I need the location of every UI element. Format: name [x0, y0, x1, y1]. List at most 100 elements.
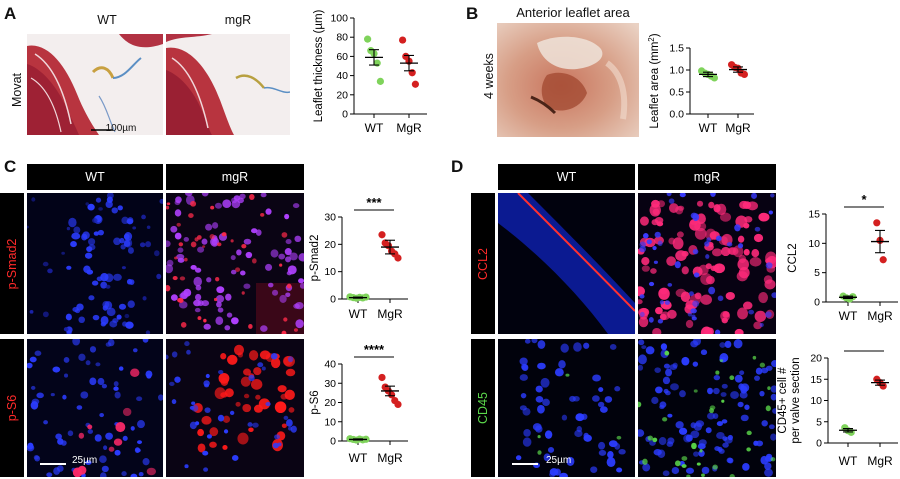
cell — [171, 399, 177, 405]
cell — [641, 345, 647, 350]
cell — [515, 455, 522, 461]
cell — [235, 401, 241, 407]
cell — [85, 460, 92, 465]
cell — [666, 441, 674, 447]
cell — [249, 350, 259, 361]
data-point — [364, 35, 372, 43]
cell — [202, 450, 209, 456]
cell — [569, 395, 576, 402]
cell — [573, 342, 582, 352]
cell — [283, 415, 289, 420]
cell — [519, 357, 528, 366]
cell — [726, 457, 733, 464]
cell — [225, 293, 232, 301]
cell — [278, 406, 285, 412]
cell — [667, 413, 673, 418]
cell — [220, 377, 229, 386]
cell — [681, 456, 688, 461]
cell — [655, 386, 663, 394]
cell — [230, 239, 234, 243]
cell — [535, 385, 543, 393]
cell — [708, 286, 716, 295]
cell — [130, 473, 138, 477]
data-point — [378, 231, 386, 239]
cell — [27, 444, 35, 452]
cell — [721, 419, 728, 424]
cell — [88, 295, 95, 301]
cell — [193, 299, 201, 307]
cell — [115, 421, 126, 433]
cell — [607, 450, 614, 459]
y-tick-label: 30 — [324, 378, 336, 390]
cell — [705, 427, 712, 434]
cell — [220, 353, 227, 360]
y-tick-label: 5 — [814, 267, 820, 279]
panel-c-label: C — [4, 157, 17, 176]
cell — [250, 379, 263, 390]
cell — [522, 437, 532, 447]
cell — [130, 368, 140, 377]
cell — [294, 301, 304, 310]
cell — [145, 330, 151, 334]
cell — [659, 401, 667, 408]
panel-b-label: B — [466, 4, 479, 23]
cell — [655, 306, 663, 315]
cell — [184, 341, 190, 347]
cell — [230, 317, 239, 325]
cell — [691, 314, 696, 319]
cell — [217, 414, 225, 422]
cell — [250, 228, 258, 234]
cell — [103, 445, 108, 450]
cell — [638, 354, 647, 365]
cell — [618, 448, 626, 455]
cell — [519, 374, 528, 381]
cell — [210, 205, 215, 210]
chart-cd45: 0 5 10 15 20 WT MgR CD45+ cell # per valve secti… — [777, 346, 898, 468]
cell — [701, 473, 705, 477]
cell — [97, 377, 105, 386]
cell — [761, 420, 768, 427]
cell — [240, 270, 246, 276]
y-tick-label: 40 — [324, 359, 336, 371]
cell — [716, 421, 723, 427]
cell — [88, 244, 96, 251]
y-tick-label: 30 — [324, 212, 336, 224]
y-axis-label: CCL2 — [787, 243, 799, 272]
cell — [712, 464, 718, 470]
cell — [597, 401, 605, 408]
x-tick-label: WT — [839, 309, 858, 323]
cell — [214, 387, 226, 400]
cell — [31, 398, 40, 405]
cell — [201, 300, 210, 307]
cell — [230, 269, 237, 275]
panel-c-scale-bar — [40, 463, 66, 465]
x-tick-label: WT — [699, 121, 718, 135]
cell — [33, 455, 39, 460]
cell — [559, 472, 568, 477]
cell — [537, 450, 542, 455]
cell — [290, 425, 297, 433]
cell — [31, 197, 36, 202]
cell — [640, 216, 649, 226]
cell — [758, 291, 769, 304]
y-tick-label: 0.0 — [669, 109, 684, 121]
panel-d-wt-header: WT — [498, 164, 635, 190]
cell — [524, 339, 531, 344]
cell — [27, 362, 33, 369]
cell — [668, 198, 675, 204]
cell — [652, 328, 662, 334]
cell — [113, 438, 123, 446]
cell — [742, 301, 753, 310]
cell — [724, 340, 732, 349]
panel-d-scale-bar — [512, 463, 538, 465]
chart-ps6: 0 10 20 30 40 WT MgR p-S6 **** — [309, 342, 408, 465]
cell — [102, 300, 110, 309]
cell — [547, 446, 555, 453]
cell — [277, 442, 282, 447]
cell — [583, 434, 592, 442]
cell — [176, 222, 181, 227]
cell — [764, 468, 773, 477]
cell — [241, 244, 247, 249]
cell — [68, 217, 77, 228]
y-axis-label: Leaflet thickness (µm) — [313, 10, 325, 122]
